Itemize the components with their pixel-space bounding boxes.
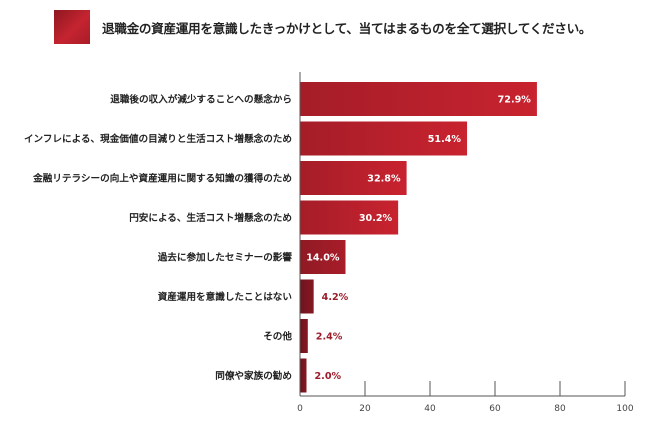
value-label-3: 32.8% [367,174,401,185]
bar-1 [300,82,537,116]
value-label-4: 30.2% [359,213,393,224]
value-label-7: 2.4% [316,332,343,343]
value-label-1: 72.9% [498,95,532,106]
category-label-7: その他 [263,331,292,343]
x-tick-label-100: 100 [616,404,633,414]
category-label-1: 退職後の収入が減少することへの懸念から [110,94,292,106]
category-labels-layer: 退職後の収入が減少することへの懸念から 72.9% インフレによる、現金価値の目減り… [24,94,531,383]
value-label-8: 2.0% [315,371,342,382]
bars-layer [300,82,537,393]
bar-7 [300,319,308,353]
category-label-6: 資産運用を意識したことはない [158,291,293,303]
title-marker-square [54,10,90,44]
chart-title: 退職金の資産運用を意識したきっかけとして、当てはまるものを全て選択してください。 [102,21,592,36]
value-label-5: 14.0% [306,253,340,264]
category-label-2: インフレによる、現金価値の目減りと生活コスト増懸念のため [24,133,292,145]
value-label-2: 51.4% [428,134,462,145]
bar-8 [300,358,307,393]
x-tick-label-60: 60 [489,404,501,414]
x-tick-label-80: 80 [554,404,566,414]
chart-header: 退職金の資産運用を意識したきっかけとして、当てはまるものを全て選択してください。 [54,10,644,46]
value-label-6: 4.2% [322,292,349,303]
bar-5 [300,240,346,274]
bar-6 [300,279,314,314]
x-tick-label-20: 20 [359,404,371,414]
category-label-4: 円安による、生活コスト増懸念のため [129,212,292,224]
x-axis: 0 20 40 60 80 100 [297,72,634,414]
bar-2 [300,121,468,156]
x-tick-label-0: 0 [297,404,303,414]
bar-3 [300,161,407,195]
category-label-3: 金融リテラシーの向上や資産運用に関する知識の獲得のため [32,173,292,185]
bar-4 [300,200,399,235]
category-label-8: 同僚や家族の勧め [215,370,292,382]
x-tick-label-40: 40 [424,404,436,414]
category-label-5: 過去に参加したセミナーの影響 [157,252,293,264]
